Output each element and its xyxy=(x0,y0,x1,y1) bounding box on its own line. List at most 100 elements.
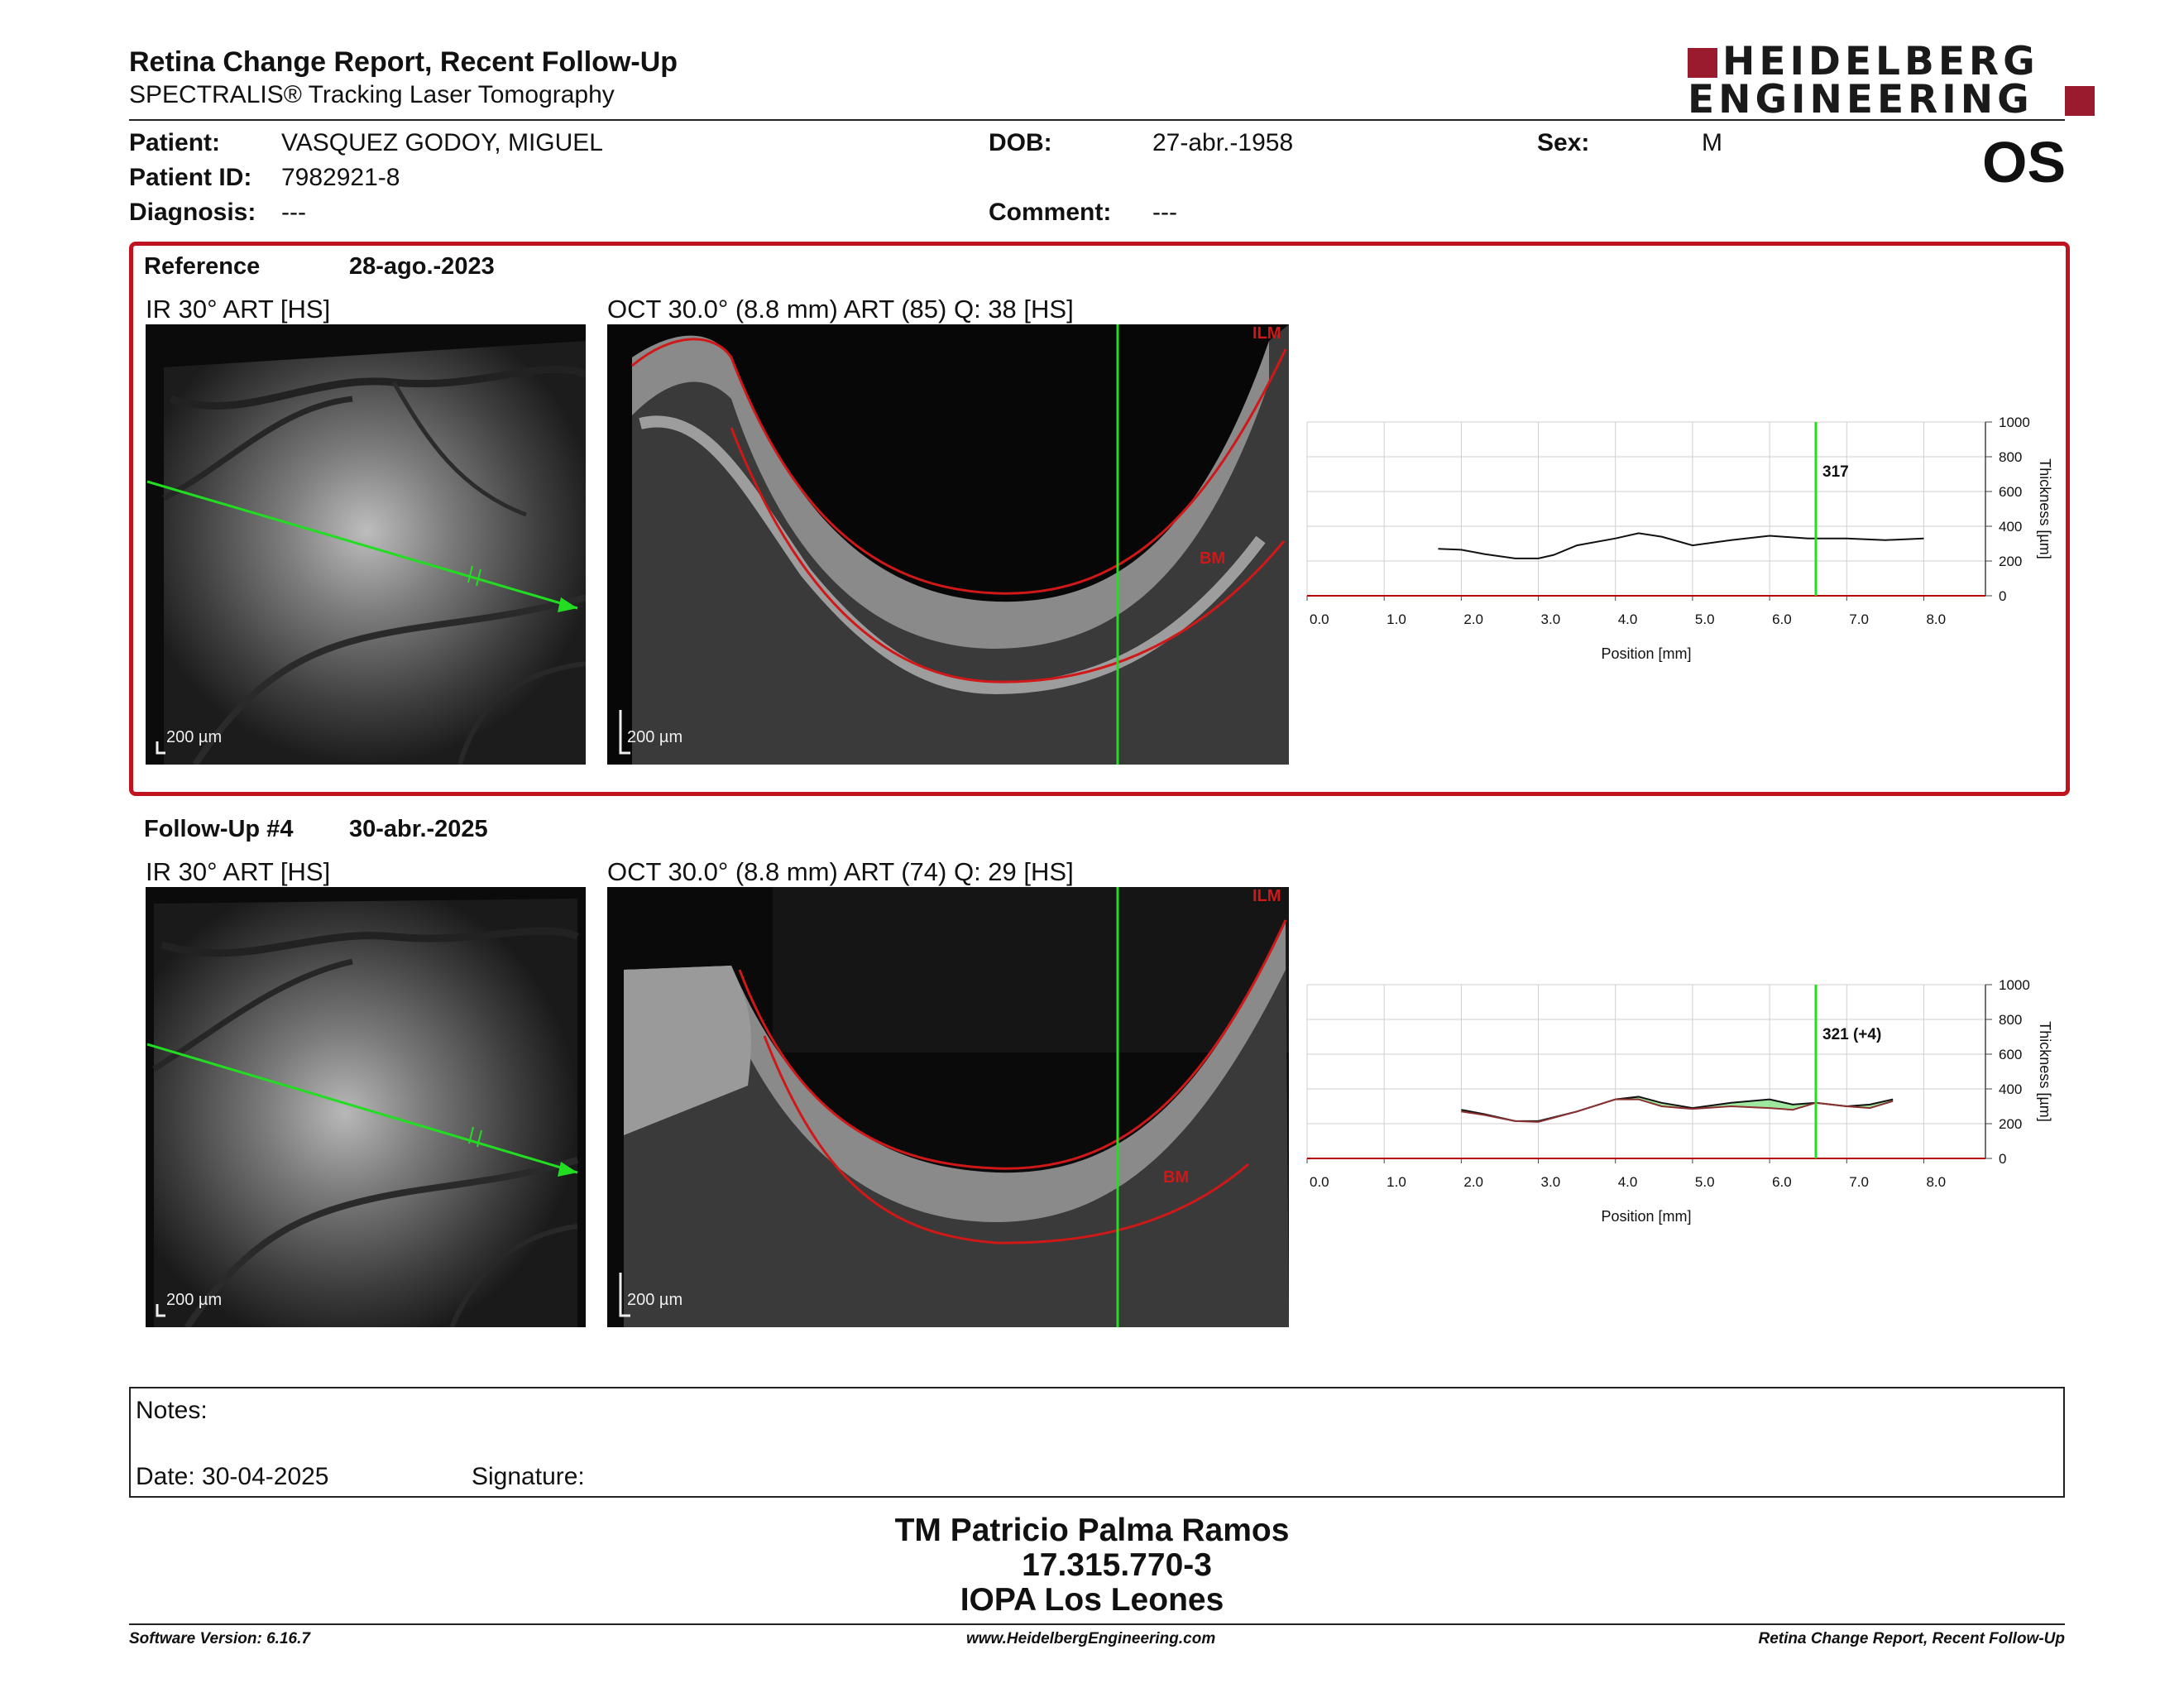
cursor-value-label: 317 xyxy=(1822,463,1849,481)
y-tick-label: 1000 xyxy=(1999,977,2030,993)
followup-oct-bscan-image[interactable]: ILM BM 200 µm xyxy=(607,887,1289,1327)
logo-line-1: HEIDELBERG xyxy=(1722,39,2039,84)
followup-ir-caption: IR 30° ART [HS] xyxy=(146,857,331,886)
signature-institution: IOPA Los Leones xyxy=(960,1582,1224,1618)
patient-name-label: Patient: xyxy=(129,129,221,156)
x-tick-label: 4.0 xyxy=(1618,611,1638,627)
patient-id: 7982921-8 xyxy=(281,164,400,191)
x-tick-label: 8.0 xyxy=(1926,1174,1946,1190)
signature-id: 17.315.770-3 xyxy=(1022,1547,1212,1583)
notes-label: Notes: xyxy=(136,1397,208,1424)
x-tick-label: 1.0 xyxy=(1387,611,1406,627)
dob-value: 27-abr.-1958 xyxy=(1152,129,1294,156)
eye-indicator: OS xyxy=(1982,130,2067,194)
y-tick-label: 400 xyxy=(1999,519,2022,535)
y-tick-label: 400 xyxy=(1999,1081,2022,1097)
reference-ir-scale: 200 µm xyxy=(166,728,223,746)
reference-oct-caption: OCT 30.0° (8.8 mm) ART (85) Q: 38 [HS] xyxy=(607,295,1074,324)
report-title: Retina Change Report, Recent Follow-Up xyxy=(129,46,678,78)
reference-oct-bscan-image[interactable]: ILM BM 200 µm xyxy=(607,324,1289,765)
signature-name: TM Patricio Palma Ramos xyxy=(894,1513,1290,1548)
x-tick-label: 7.0 xyxy=(1849,1174,1869,1190)
y-tick-label: 1000 xyxy=(1999,415,2030,430)
followup-oct-caption: OCT 30.0° (8.8 mm) ART (74) Q: 29 [HS] xyxy=(607,857,1074,886)
x-tick-label: 6.0 xyxy=(1772,611,1792,627)
x-tick-label: 1.0 xyxy=(1387,1174,1406,1190)
comment-value: --- xyxy=(1152,199,1177,226)
followup-thickness-chart: 0.0 1.0 2.0 3.0 4.0 5.0 6.0 7.0 8.0 0 200 400 600 800… xyxy=(1299,968,2068,1241)
report-subtitle: SPECTRALIS® Tracking Laser Tomography xyxy=(129,81,615,108)
logo-line-2: ENGINEERING xyxy=(1688,77,2033,122)
x-tick-label: 2.0 xyxy=(1463,611,1483,627)
y-axis-title: Thickness [µm] xyxy=(2037,1021,2053,1121)
reference-oct-scale: 200 µm xyxy=(627,728,683,746)
followup-oct-svg xyxy=(607,887,1289,1327)
dob-label: DOB: xyxy=(989,129,1052,156)
followup-thickness-svg: 0.0 1.0 2.0 3.0 4.0 5.0 6.0 7.0 8.0 0 200 400 600 800… xyxy=(1306,977,2053,1225)
reference-date: 28-ago.-2023 xyxy=(349,253,495,280)
logo-square-left xyxy=(1688,48,1717,78)
reference-ir-fundus-image[interactable]: 200 µm xyxy=(146,324,586,765)
sex-label: Sex: xyxy=(1537,129,1590,156)
x-tick-label: 2.0 xyxy=(1463,1174,1483,1190)
reference-ir-caption: IR 30° ART [HS] xyxy=(146,295,331,324)
brand-logo: HEIDELBERG ENGINEERING xyxy=(1688,39,2095,122)
followup-ir-scale: 200 µm xyxy=(166,1291,223,1309)
notes-box[interactable] xyxy=(129,1387,2065,1498)
y-tick-label: 600 xyxy=(1999,484,2022,500)
followup-label: Follow-Up #4 xyxy=(144,816,294,842)
reference-fundus-svg xyxy=(146,324,586,765)
y-tick-label: 800 xyxy=(1999,1012,2022,1028)
x-tick-label: 4.0 xyxy=(1618,1174,1638,1190)
followup-ir-fundus-image[interactable]: 200 µm xyxy=(146,887,586,1327)
sex-value: M xyxy=(1702,129,1722,156)
footer-report-name: Retina Change Report, Recent Follow-Up xyxy=(1758,1630,2065,1647)
diagnosis-value: --- xyxy=(281,199,306,226)
thickness-series-line xyxy=(1461,1096,1894,1122)
logo-square-right xyxy=(2065,86,2095,116)
patient-name: VASQUEZ GODOY, MIGUEL xyxy=(281,129,603,156)
y-tick-label: 200 xyxy=(1999,1116,2022,1132)
y-tick-label: 0 xyxy=(1999,588,2006,604)
reference-thickness-svg: 0.0 1.0 2.0 3.0 4.0 5.0 6.0 7.0 8.0 0 200 400 600 800… xyxy=(1306,415,2053,662)
change-area xyxy=(1461,1096,1894,1122)
x-tick-label: 5.0 xyxy=(1695,1174,1715,1190)
followup-oct-scale: 200 µm xyxy=(627,1291,683,1309)
comment-label: Comment: xyxy=(989,199,1112,226)
x-tick-label: 0.0 xyxy=(1310,1174,1329,1190)
patient-id-label: Patient ID: xyxy=(129,164,252,191)
reference-oct-svg xyxy=(607,324,1289,765)
y-tick-label: 800 xyxy=(1999,449,2022,465)
diagnosis-label: Diagnosis: xyxy=(129,199,256,226)
footer-rule xyxy=(129,1623,2065,1625)
footer-software-version: Software Version: 6.16.7 xyxy=(129,1630,310,1647)
reference-panel xyxy=(129,242,2070,796)
x-tick-label: 5.0 xyxy=(1695,611,1715,627)
thickness-series-line xyxy=(1461,1098,1894,1123)
y-tick-label: 0 xyxy=(1999,1151,2006,1167)
cursor-value-label: 321 (+4) xyxy=(1822,1026,1881,1043)
y-axis-title: Thickness [µm] xyxy=(2037,458,2053,559)
y-tick-label: 200 xyxy=(1999,554,2022,569)
followup-bm-label: BM xyxy=(1163,1168,1190,1187)
x-tick-label: 0.0 xyxy=(1310,611,1329,627)
reference-bm-label: BM xyxy=(1200,549,1226,568)
thickness-series-line xyxy=(1438,532,1924,559)
followup-date: 30-abr.-2025 xyxy=(349,816,488,842)
followup-fundus-svg xyxy=(146,887,586,1327)
notes-signature-label: Signature: xyxy=(472,1463,585,1490)
footer-website[interactable]: www.HeidelbergEngineering.com xyxy=(966,1630,1216,1647)
reference-ilm-label: ILM xyxy=(1252,324,1281,343)
x-tick-label: 3.0 xyxy=(1541,1174,1561,1190)
x-tick-label: 3.0 xyxy=(1541,611,1561,627)
x-axis-title: Position [mm] xyxy=(1601,1208,1691,1225)
x-tick-label: 8.0 xyxy=(1926,611,1946,627)
x-tick-label: 7.0 xyxy=(1849,611,1869,627)
header-rule xyxy=(129,119,2065,121)
followup-ilm-label: ILM xyxy=(1252,887,1281,905)
reference-label: Reference xyxy=(144,253,261,280)
x-axis-title: Position [mm] xyxy=(1601,645,1691,662)
y-tick-label: 600 xyxy=(1999,1047,2022,1062)
x-tick-label: 6.0 xyxy=(1772,1174,1792,1190)
notes-date: Date: 30-04-2025 xyxy=(136,1463,329,1490)
